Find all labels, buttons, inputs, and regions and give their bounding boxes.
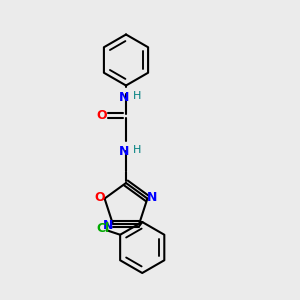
Text: O: O [96, 109, 107, 122]
Text: N: N [147, 190, 157, 203]
Text: Cl: Cl [96, 222, 110, 235]
Text: N: N [103, 219, 113, 232]
Text: N: N [119, 92, 130, 104]
Text: H: H [133, 145, 142, 154]
Text: O: O [95, 190, 105, 203]
Text: N: N [119, 146, 130, 158]
Text: H: H [133, 91, 142, 100]
